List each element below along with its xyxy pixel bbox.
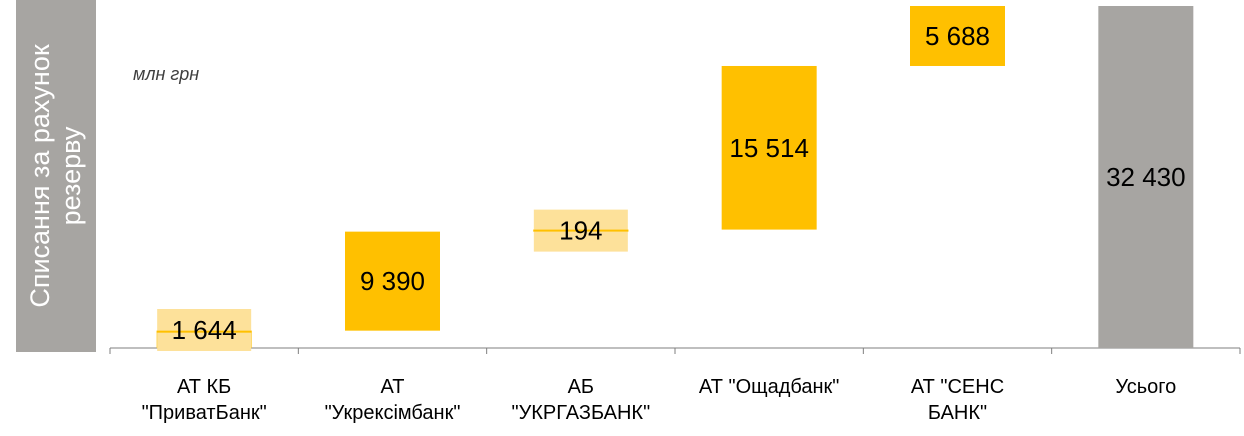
- category-label-line: АТ "Ощадбанк": [698, 376, 840, 398]
- category-label: АТ КБ "ПриватБанк": [109, 374, 299, 426]
- bar-edge: [156, 330, 252, 333]
- category-label-line: АТ КБ: [176, 376, 232, 398]
- category-label-line: "УКРГАЗБАНК": [511, 402, 651, 424]
- data-label-background: [157, 309, 252, 351]
- data-label: 15 514: [729, 133, 809, 163]
- data-label: 194: [559, 216, 602, 246]
- bar: [345, 231, 440, 331]
- y-axis-title-band: [16, 0, 96, 352]
- category-label: АТ "СЕНС БАНК": [863, 374, 1053, 426]
- category-label-line: "Укрексімбанк": [324, 402, 461, 424]
- category-label-line: "ПриватБанк": [141, 402, 267, 424]
- category-label-line: АТ "СЕНС: [910, 376, 1005, 398]
- category-label-line: АБ: [567, 376, 595, 398]
- category-label: АТ "Ощадбанк": [674, 374, 864, 400]
- category-label: АТ "Укрексімбанк": [298, 374, 488, 426]
- category-label-line: Усього: [1115, 376, 1177, 398]
- category-label-line: БАНК": [927, 402, 988, 424]
- bar: [721, 65, 817, 230]
- category-label: АБ "УКРГАЗБАНК": [486, 374, 676, 426]
- total-bar: [1098, 6, 1194, 348]
- bar: [910, 6, 1005, 66]
- data-label: 32 430: [1106, 162, 1186, 192]
- unit-label: млн грн: [133, 64, 200, 84]
- category-label-line: АТ: [380, 376, 405, 398]
- bar-edge: [533, 229, 629, 232]
- data-label: 1 644: [172, 315, 237, 345]
- data-label: 9 390: [360, 266, 425, 296]
- data-label: 5 688: [925, 21, 990, 51]
- category-label: Усього: [1051, 374, 1241, 400]
